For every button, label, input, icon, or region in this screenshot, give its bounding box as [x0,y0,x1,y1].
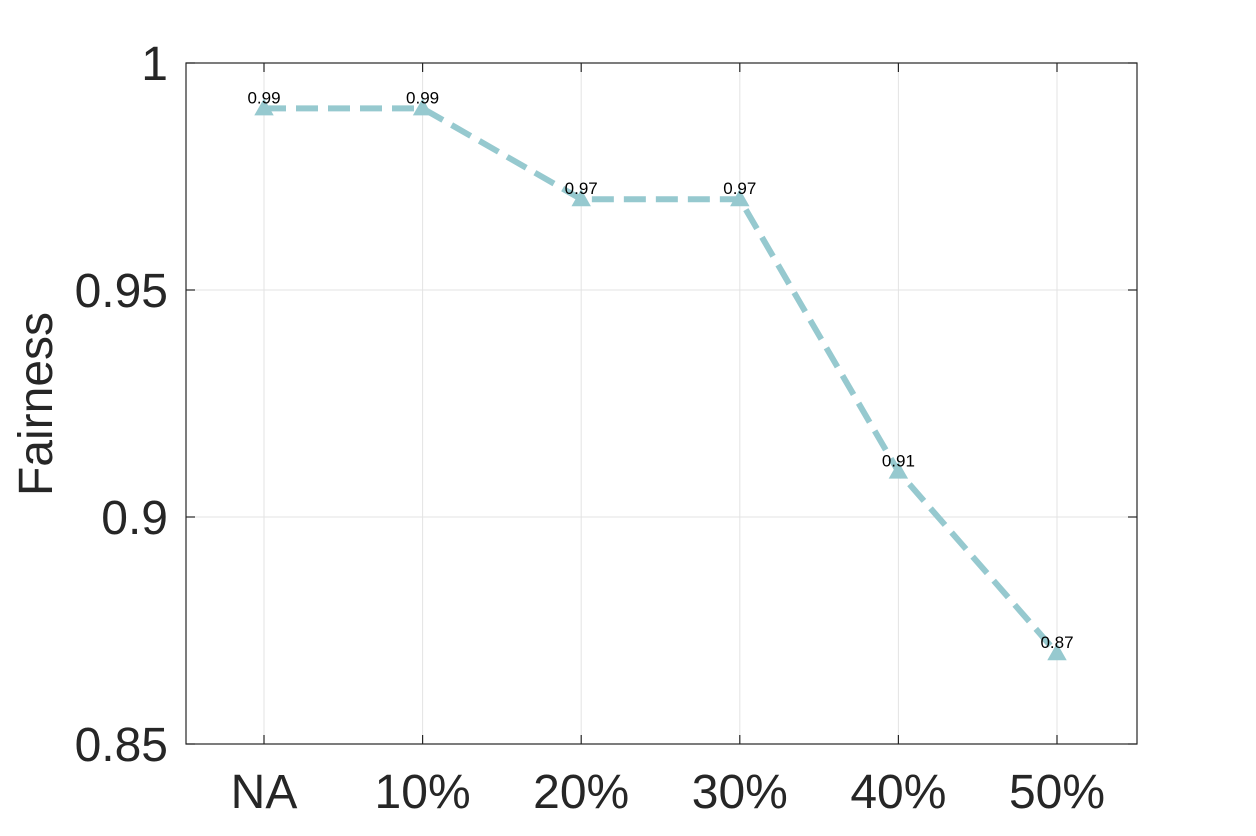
data-label: 0.91 [882,452,915,471]
tick-marks [186,62,1137,745]
series-line [264,105,1060,656]
x-tick-label: NA [231,766,298,819]
data-point-marker [1047,643,1067,661]
data-labels: 0.99 0.99 0.97 0.97 0.91 0.87 [247,88,1073,652]
data-point-marker [254,98,274,116]
y-tick-label: 0.9 [101,492,168,545]
y-tick-label: 0.95 [75,265,168,318]
grid-lines [186,62,1137,745]
series-group [254,98,1067,661]
data-label: 0.99 [247,88,280,107]
data-label: 0.97 [565,179,598,198]
data-point-marker [888,461,909,479]
y-axis-label: Fairness [10,312,63,496]
y-tick-label: 1 [141,38,168,91]
x-tick-label: 30% [692,766,788,819]
data-label: 0.87 [1040,633,1073,652]
y-tick-labels: 0.85 0.9 0.95 1 [75,38,168,772]
data-point-marker [730,189,750,207]
data-label: 0.97 [723,179,756,198]
x-tick-label: 40% [850,766,946,819]
x-tick-label: 10% [375,766,471,819]
plot-frame [185,62,1138,745]
y-tick-label: 0.85 [75,719,168,772]
data-label: 0.99 [406,88,439,107]
x-tick-label: 20% [533,766,629,819]
data-point-marker [412,98,433,116]
x-tick-labels: NA 10% 20% 30% 40% 50% [231,766,1105,819]
data-point-marker [571,189,591,207]
x-tick-label: 50% [1009,766,1105,819]
